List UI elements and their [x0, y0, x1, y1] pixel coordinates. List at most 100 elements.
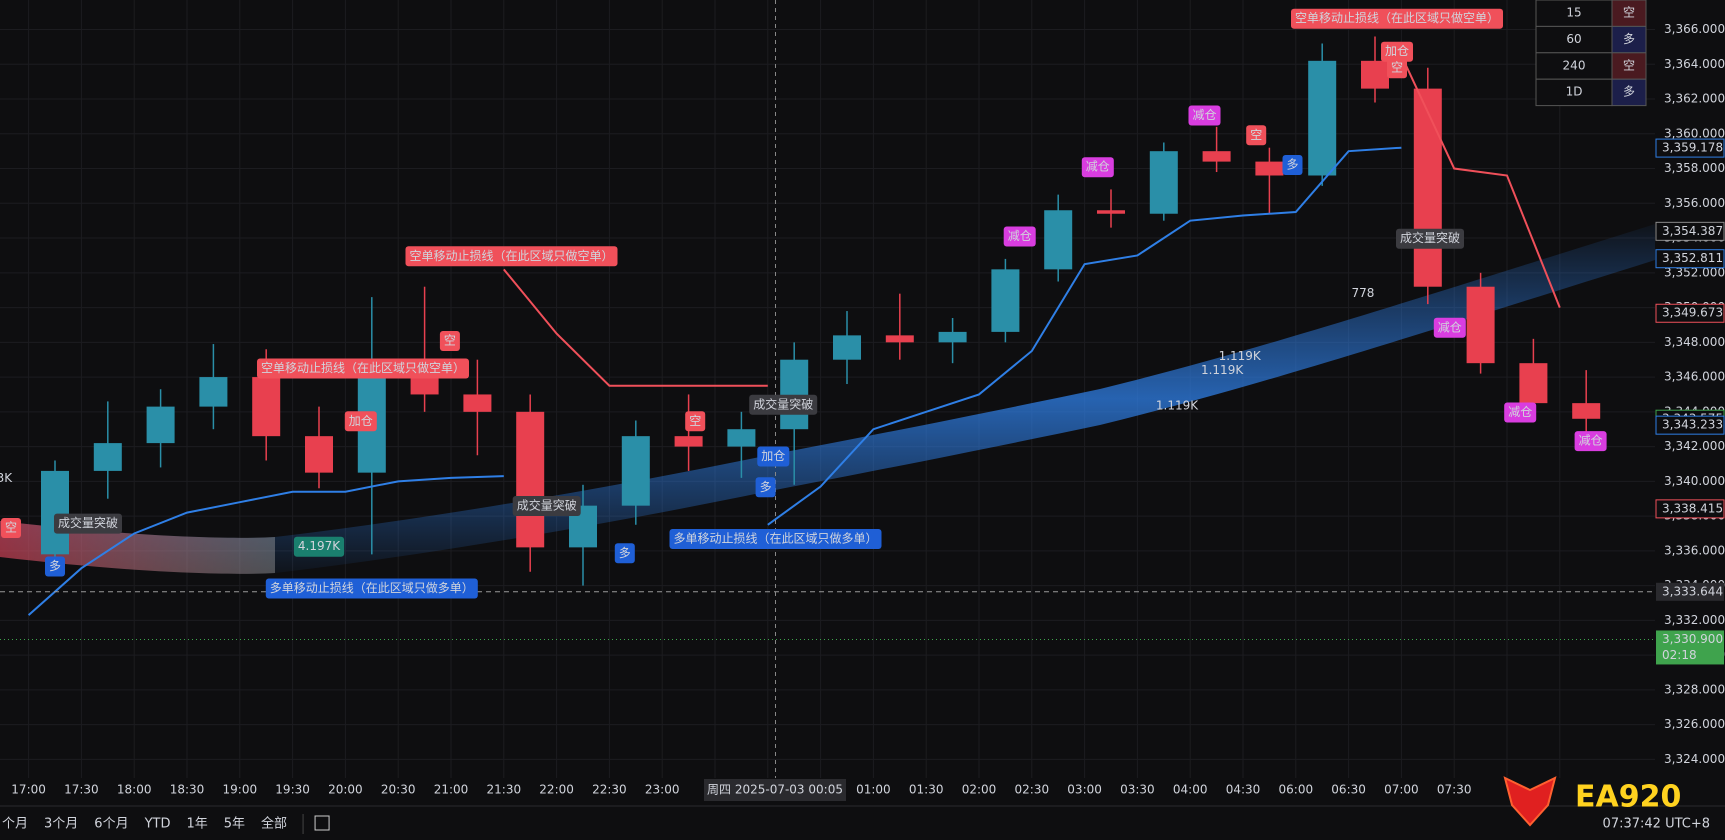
annotation-text: 多: [49, 559, 61, 573]
candle-body: [1149, 151, 1178, 214]
annotation: 空单移动止损线（在此区域只做空单）: [405, 246, 618, 267]
annotation: 4.197K: [293, 536, 345, 557]
x-tick-label: 02:30: [1015, 783, 1050, 797]
annotation: 1.119K: [1219, 349, 1262, 363]
annotation: 空: [1386, 58, 1408, 79]
table-timeframe: 240: [1563, 58, 1586, 72]
candle-body: [463, 394, 492, 412]
crosshair-time-box: [704, 779, 846, 801]
x-tick-label: 18:30: [170, 783, 205, 797]
annotation: 多: [614, 543, 635, 564]
candle-body: [252, 377, 281, 437]
candle-body: [621, 436, 650, 506]
annotation: 多单移动止损线（在此区域只做多单）: [669, 529, 882, 549]
annotation: 减仓: [1003, 226, 1036, 247]
annotation-text: 加仓: [1385, 44, 1409, 58]
y-tick-label: 3,324.000: [1664, 752, 1725, 766]
plot: 空多成交量突破3K空单移动止损线（在此区域只做空单）空加仓多单移动止损线（在此区…: [0, 0, 1655, 778]
range-button[interactable]: 3个月: [44, 817, 78, 832]
annotation: 减仓: [1188, 105, 1221, 126]
annotation-text: 多: [1286, 158, 1298, 172]
x-tick-label: 17:00: [11, 783, 46, 797]
x-tick-label: 04:00: [1173, 783, 1208, 797]
x-tick-label: 03:00: [1067, 783, 1102, 797]
annotation-text: 减仓: [1192, 108, 1216, 122]
annotation-text: 减仓: [1008, 229, 1032, 243]
candle-body: [938, 331, 967, 343]
logo-text: EA920: [1575, 780, 1681, 815]
annotation-text: 多: [760, 480, 772, 494]
range-button[interactable]: 个月: [2, 817, 28, 832]
y-tick-label: 3,358.000: [1664, 161, 1725, 175]
range-button[interactable]: 全部: [261, 816, 287, 832]
candle-body: [1097, 210, 1125, 214]
logo-icon: [1503, 776, 1557, 827]
range-button[interactable]: 6个月: [94, 817, 128, 832]
annotation: 空: [0, 518, 22, 538]
annotation-text: 空: [1391, 61, 1403, 75]
y-tick-label: 3,332.000: [1664, 613, 1725, 627]
annotation-box: [344, 411, 377, 432]
annotation-box: [0, 518, 22, 538]
range-button[interactable]: YTD: [144, 817, 171, 832]
annotation-text: 减仓: [1086, 160, 1110, 174]
range-button[interactable]: 1年: [186, 817, 207, 832]
price-marker-box: [1655, 138, 1725, 158]
table-timeframe: 15: [1566, 6, 1581, 20]
annotation-text: 3K: [0, 471, 13, 485]
date-range-icon[interactable]: [314, 815, 330, 831]
annotation-box: [1290, 8, 1504, 29]
candle-body: [516, 411, 545, 548]
x-tick-label: 20:30: [381, 783, 416, 797]
candle-body: [780, 359, 809, 430]
table-timeframe: 60: [1566, 32, 1581, 46]
price-marker-box: [1655, 303, 1725, 323]
x-tick-label: 06:00: [1279, 783, 1314, 797]
annotation-box: [757, 446, 790, 467]
x-tick-label: 01:00: [856, 783, 891, 797]
annotation-box: [293, 536, 345, 557]
annotation: 1.119K: [1156, 398, 1199, 412]
candle-body: [991, 269, 1020, 332]
x-tick-label: 07:30: [1437, 783, 1472, 797]
annotation-text: 成交量突破: [517, 498, 577, 513]
annotation-text: 多单移动止损线（在此区域只做多单）: [270, 580, 474, 595]
annotation-text: 1.119K: [1219, 349, 1262, 363]
candle-body: [1413, 88, 1442, 287]
annotation-text: 加仓: [761, 449, 785, 463]
table-cell: [1611, 78, 1647, 107]
annotation-text: 空: [5, 521, 17, 535]
annotation: 加仓: [757, 446, 790, 467]
annotation-box: [685, 411, 706, 432]
candle-body: [1572, 403, 1601, 419]
annotation-box: [1282, 155, 1303, 175]
table-cell: [1611, 52, 1647, 80]
annotation: 778: [1351, 286, 1374, 300]
x-tick-label: 19:30: [275, 783, 310, 797]
crosshair-price-label: 3,333.644: [1662, 584, 1723, 598]
annotation: 多: [755, 477, 776, 498]
price-marker-box: [1655, 221, 1725, 241]
candle-body: [1044, 210, 1073, 270]
annotation-text: 减仓: [1579, 434, 1603, 448]
range-button[interactable]: 5年: [224, 817, 245, 832]
annotation-text: 成交量突破: [58, 515, 118, 530]
annotation-box: [1003, 226, 1036, 247]
annotation: 多: [44, 556, 66, 577]
y-tick-label: 3,340.000: [1664, 474, 1725, 488]
annotation-text: 空: [1250, 128, 1262, 142]
annotation-text: 空: [689, 414, 701, 428]
annotation-box: [1380, 41, 1414, 62]
annotation: 多: [1282, 155, 1303, 175]
annotation-box: [755, 477, 776, 498]
x-tick-label: 19:00: [223, 783, 258, 797]
annotation-text: 4.197K: [298, 539, 341, 553]
annotation-text: 空: [444, 334, 456, 348]
annotation: 加仓: [344, 411, 377, 432]
stop-line: [27, 146, 1402, 616]
candle-body: [1308, 60, 1337, 176]
candle-body: [305, 436, 333, 473]
y-tick-label: 3,336.000: [1664, 543, 1725, 557]
annotation-box: [405, 246, 618, 267]
annotation-text: 空单移动止损线（在此区域只做空单）: [1295, 10, 1499, 25]
